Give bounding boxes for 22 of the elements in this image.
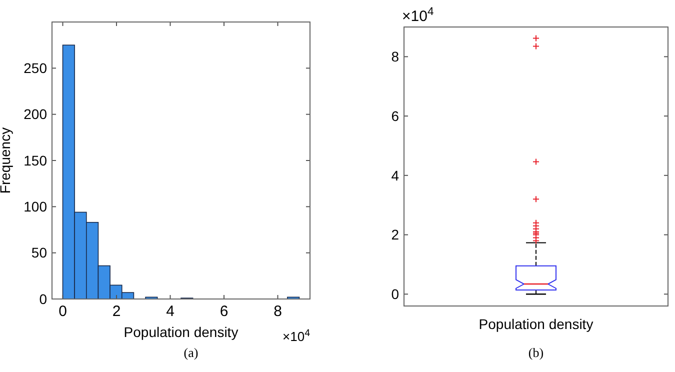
y-axis-title: Frequency — [0, 127, 13, 194]
y-tick-label: 2 — [391, 226, 400, 243]
text: ×10$^{4}$ — [282, 328, 311, 344]
y-tick-label: 0 — [39, 290, 48, 307]
y-tick-label: 50 — [31, 244, 48, 261]
x-tick-label: 4 — [166, 303, 174, 320]
x-tick-label: 6 — [220, 303, 228, 320]
text: (a) — [184, 345, 198, 360]
x-tick-label: 2 — [112, 303, 121, 320]
y-tick-label: 8 — [391, 48, 400, 65]
y-tick-label: 150 — [24, 152, 48, 168]
y-tick-label: 200 — [24, 106, 48, 122]
x-axis-title: Population density — [124, 324, 238, 340]
x-tick-label: 8 — [274, 303, 282, 320]
y-tick-label: 6 — [391, 108, 400, 124]
text: (b) — [528, 345, 544, 360]
y-tick-label: 100 — [24, 198, 48, 215]
text: ×10$^{4}$ — [402, 6, 434, 25]
y-tick-label: 0 — [391, 286, 400, 302]
x-tick-label: 0 — [58, 303, 67, 320]
y-tick-label: 4 — [391, 167, 400, 184]
y-tick-label: 250 — [24, 60, 48, 76]
